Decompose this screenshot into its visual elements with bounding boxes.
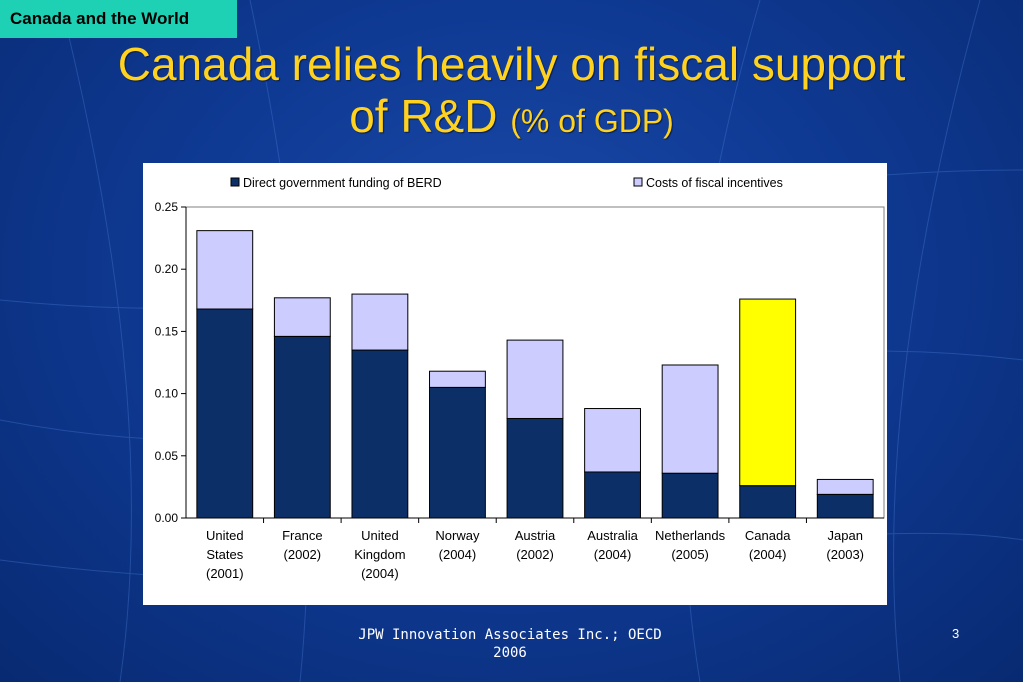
x-tick-label: Austria (2002) — [515, 528, 556, 562]
bar-fiscal — [273, 297, 331, 337]
legend-swatch — [230, 177, 240, 187]
y-tick-label: 0.20 — [155, 262, 179, 276]
source-line-1: JPW Innovation Associates Inc.; OECD — [358, 627, 662, 643]
bar-fiscal — [351, 293, 409, 351]
x-tick-label-line: Norway — [435, 528, 480, 543]
bar-direct — [429, 386, 486, 519]
x-tick-label-line: (2002) — [284, 547, 322, 562]
x-tick-label-line: United — [206, 528, 244, 543]
legend-label: Direct government funding of BERD — [243, 176, 442, 190]
x-tick-label-line: (2004) — [439, 547, 477, 562]
bar-direct — [739, 485, 797, 519]
x-tick-label-line: Kingdom — [354, 547, 405, 562]
y-tick-label: 0.15 — [155, 324, 179, 338]
y-tick-label: 0.00 — [155, 511, 179, 525]
slide-title: Canada relies heavily on fiscal support … — [0, 38, 1023, 147]
bar-direct — [351, 349, 409, 519]
x-tick-label: Japan (2003) — [826, 528, 864, 562]
x-tick-label-line: (2004) — [594, 547, 632, 562]
bar-fiscal — [816, 478, 874, 495]
x-tick-label: France (2002) — [282, 528, 322, 562]
title-line-1: Canada relies heavily on fiscal support — [117, 38, 906, 90]
bar-direct — [816, 493, 874, 519]
bar-direct — [273, 335, 331, 519]
legend-label: Costs of fiscal incentives — [646, 176, 783, 190]
x-tick-label: Netherlands (2005) — [655, 528, 726, 562]
x-tick-label: United States (2001) — [206, 528, 244, 581]
title-line-2-main: of R&D — [349, 90, 498, 142]
bar-fiscal — [739, 298, 797, 487]
x-tick-label: Norway (2004) — [435, 528, 480, 562]
page-number: 3 — [952, 626, 960, 641]
bar-fiscal — [506, 339, 564, 419]
bar-direct — [506, 417, 564, 519]
x-tick-label: Canada (2004) — [745, 528, 791, 562]
legend-swatch — [633, 177, 643, 187]
x-tick-label-line: Netherlands — [655, 528, 726, 543]
source-line-2: 2006 — [493, 645, 527, 661]
source-footer: JPW Innovation Associates Inc.; OECD 200… — [350, 626, 670, 662]
stacked-bar-chart: 0.00 0.05 0.10 0.15 0.20 0.25 United States (200… — [155, 176, 885, 581]
x-tick-label-line: (2002) — [516, 547, 554, 562]
x-tick-label-line: (2005) — [671, 547, 709, 562]
y-tick-label: 0.10 — [155, 387, 179, 401]
x-tick-label-line: (2001) — [206, 566, 244, 581]
title-unit: (% of GDP) — [510, 103, 674, 139]
bar-fiscal — [196, 230, 254, 310]
section-tag: Canada and the World — [0, 0, 237, 38]
bar-fiscal — [661, 364, 719, 474]
x-tick-label-line: (2004) — [361, 566, 399, 581]
y-tick-label: 0.05 — [155, 449, 179, 463]
x-tick-label-line: (2004) — [749, 547, 787, 562]
x-tick-label-line: Austria — [515, 528, 556, 543]
bar-fiscal — [429, 370, 486, 388]
x-tick-label-line: Australia — [587, 528, 638, 543]
x-tick-label-line: France — [282, 528, 322, 543]
x-tick-label: United Kingdom (2004) — [354, 528, 405, 581]
bar-fiscal — [584, 408, 641, 473]
bar-direct — [584, 471, 641, 519]
bar-direct — [661, 472, 719, 519]
x-tick-label-line: United — [361, 528, 399, 543]
x-tick-label-line: Japan — [828, 528, 863, 543]
chart-panel: 0.00 0.05 0.10 0.15 0.20 0.25 United States (200… — [143, 163, 887, 605]
x-tick-label: Australia (2004) — [587, 528, 638, 562]
y-tick-label: 0.25 — [155, 200, 179, 214]
title-line-2: of R&D (% of GDP) — [0, 90, 1023, 147]
bar-direct — [196, 308, 254, 519]
x-tick-label-line: Canada — [745, 528, 791, 543]
x-tick-label-line: States — [206, 547, 243, 562]
x-tick-label-line: (2003) — [826, 547, 864, 562]
